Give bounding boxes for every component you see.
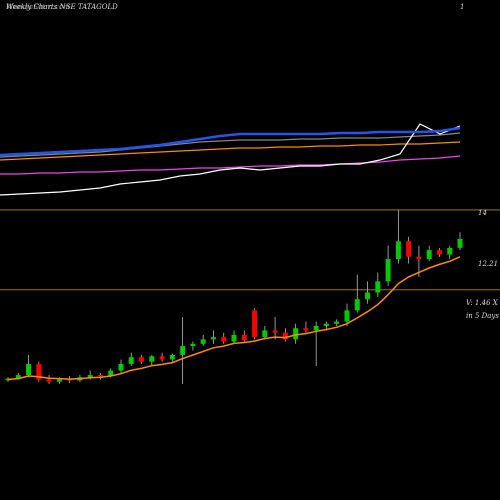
candle-body <box>406 241 412 257</box>
candle-body <box>128 357 134 364</box>
candle-body <box>354 299 360 311</box>
candle-body <box>97 375 103 377</box>
candle-body <box>385 259 391 282</box>
candle-body <box>190 343 196 347</box>
indicator-line <box>0 155 461 175</box>
candle-body <box>46 379 52 382</box>
candle-body <box>221 337 227 342</box>
candle-body <box>15 375 21 379</box>
candle-body <box>252 310 258 338</box>
chart-title: Weekly Charts NSE TATAGOLD <box>6 3 118 11</box>
candle-body <box>56 379 62 382</box>
candle-body <box>282 332 288 340</box>
candle-body <box>231 334 237 342</box>
candle-body <box>365 292 371 300</box>
candle-body <box>447 247 453 255</box>
candle-body <box>149 356 155 362</box>
candle-body <box>26 363 32 376</box>
candle-body <box>416 256 422 260</box>
corner-label: 1 <box>460 3 464 11</box>
candle-body <box>426 250 432 260</box>
watermark: MunafaSutra.com <box>5 3 70 11</box>
candle-body <box>313 325 319 331</box>
candle-body <box>272 330 278 333</box>
period-note: in 5 Days <box>466 312 499 320</box>
candle-body <box>334 321 340 324</box>
candle-body <box>303 328 309 331</box>
candle-body <box>323 323 329 326</box>
candle-body <box>457 238 463 248</box>
candle-body <box>169 354 175 360</box>
indicator-line <box>0 132 461 158</box>
candle-body <box>180 346 186 355</box>
level-label: 14 <box>478 209 487 217</box>
candle-body <box>159 356 165 360</box>
candle-body <box>67 379 73 381</box>
candle-body <box>395 241 401 260</box>
candle-body <box>436 250 442 255</box>
candle-body <box>293 328 299 340</box>
volume-note: V: 1.46 X <box>466 299 499 307</box>
indicator-line <box>0 123 461 196</box>
level-label: 12.21 <box>478 260 498 268</box>
candle-body <box>375 281 381 293</box>
candle-body <box>262 330 268 338</box>
indicator-line <box>0 141 461 161</box>
candle-body <box>118 363 124 371</box>
moving-average <box>7 256 461 381</box>
candle-body <box>344 310 350 322</box>
indicator-line <box>0 126 461 157</box>
candle-body <box>210 337 216 340</box>
candle-body <box>108 370 114 376</box>
candle-body <box>241 334 247 341</box>
candle-body <box>87 375 93 378</box>
candle-body <box>36 363 42 380</box>
candle-body <box>139 357 145 362</box>
candle-body <box>200 339 206 344</box>
candle-body <box>5 378 11 381</box>
